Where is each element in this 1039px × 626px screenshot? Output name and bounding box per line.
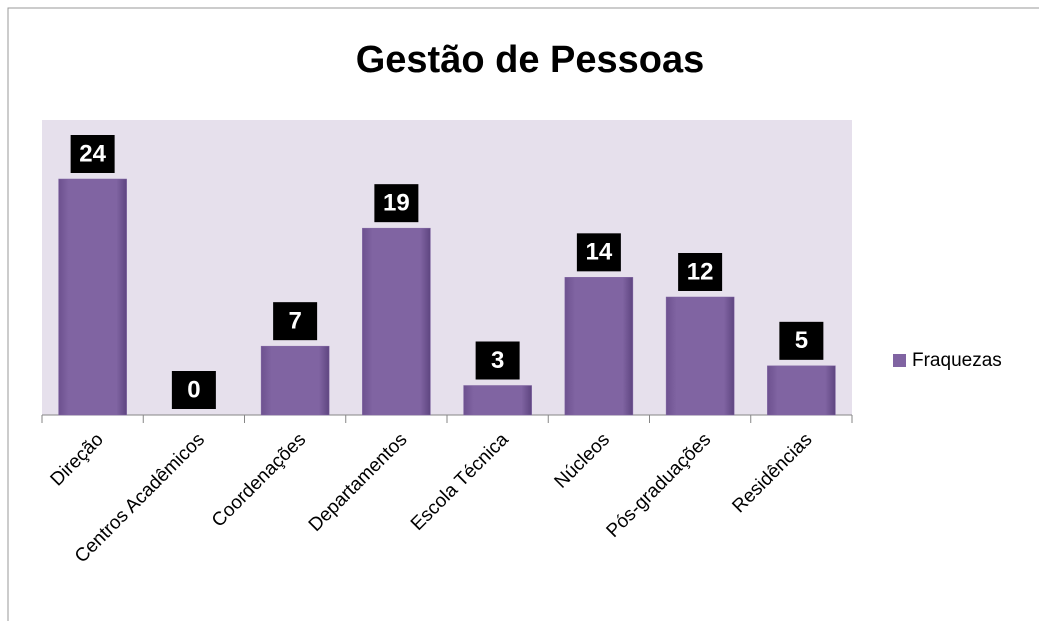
data-label: 14: [586, 239, 613, 266]
data-label: 0: [187, 376, 200, 403]
bar: [463, 385, 532, 416]
x-tick-label: Núcleos: [551, 429, 614, 492]
bar: [767, 365, 836, 416]
data-label: 5: [795, 327, 808, 354]
data-label: 12: [687, 258, 714, 285]
data-label: 3: [491, 347, 504, 374]
data-label-box: [576, 233, 621, 272]
legend-swatch: [893, 354, 906, 367]
data-label: 19: [383, 190, 410, 217]
data-label-box: [70, 135, 115, 173]
data-label-box: [171, 371, 216, 409]
bar: [665, 296, 735, 416]
data-label: 7: [288, 308, 301, 335]
x-tick-label: Coordenações: [208, 429, 310, 531]
x-tick-label: Residências: [728, 429, 816, 517]
data-label-box: [475, 341, 520, 380]
x-tick-label: Direção: [47, 429, 108, 490]
x-tick-label: Escola Técnica: [407, 429, 513, 535]
bar: [362, 227, 431, 416]
bar: [564, 277, 634, 416]
x-tick-label: Pós-graduações: [603, 429, 716, 542]
legend-label: Fraquezas: [912, 350, 1002, 371]
x-tick-label: Departamentos: [305, 429, 412, 536]
data-label-box: [678, 253, 723, 291]
bar: [260, 345, 330, 416]
chart-border: [7, 7, 1039, 621]
data-label: 24: [79, 140, 106, 167]
data-label-box: [273, 302, 318, 341]
data-label-box: [779, 321, 824, 360]
data-label-box: [374, 184, 419, 223]
chart-title: Gestão de Pessoas: [356, 39, 705, 81]
bar: [58, 178, 127, 416]
